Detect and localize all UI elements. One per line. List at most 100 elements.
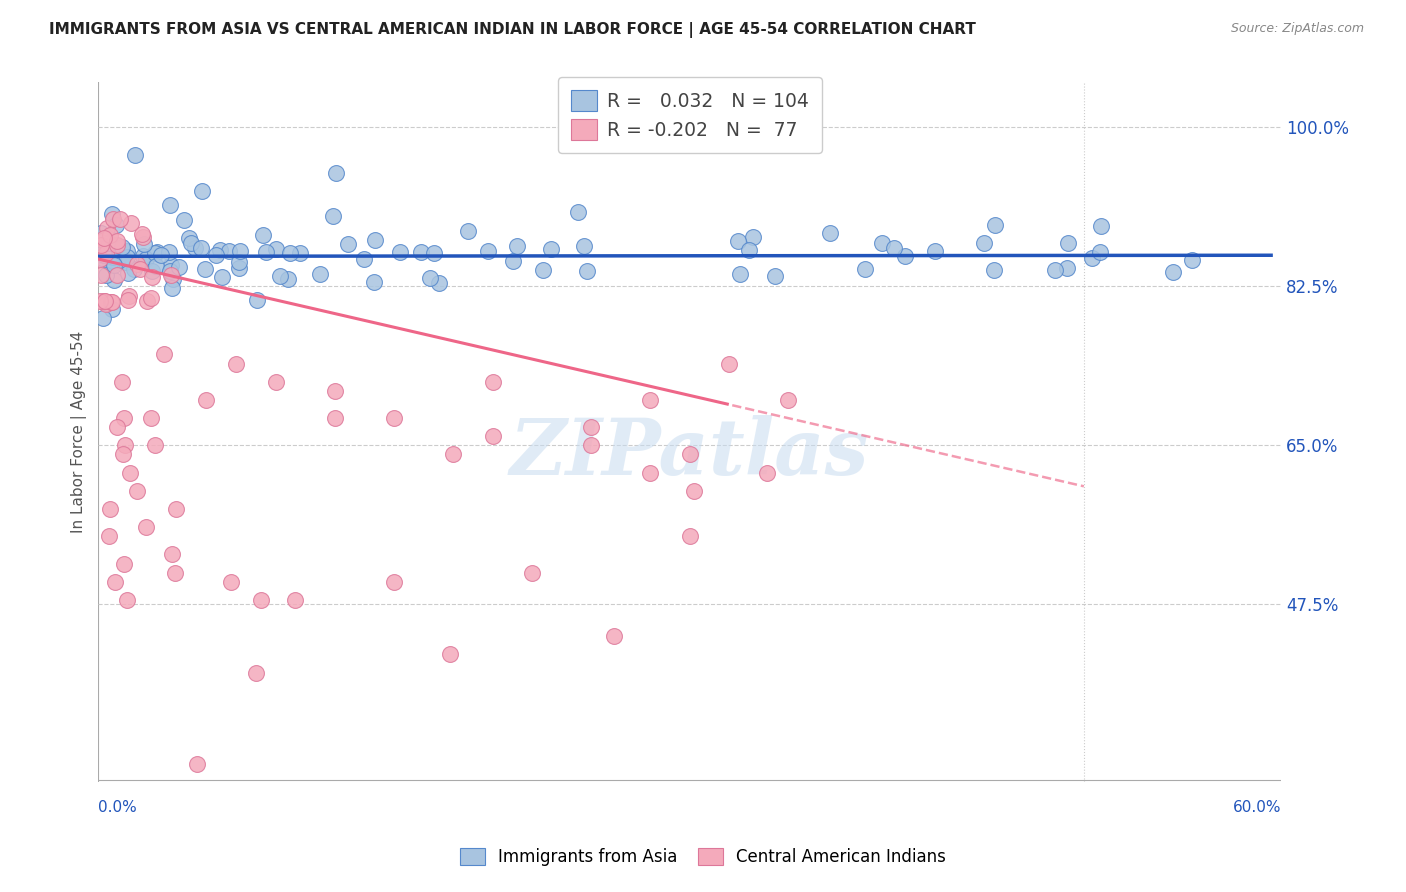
Point bbox=[441, 448, 464, 462]
Point bbox=[778, 392, 800, 407]
Point bbox=[89, 294, 111, 309]
Point bbox=[423, 245, 446, 260]
Point bbox=[105, 234, 128, 248]
Point bbox=[924, 244, 946, 258]
Point bbox=[165, 566, 187, 580]
Point bbox=[477, 244, 499, 259]
Point bbox=[143, 438, 166, 452]
Point bbox=[481, 375, 503, 389]
Point bbox=[363, 234, 385, 248]
Point bbox=[146, 245, 169, 260]
Point bbox=[228, 260, 250, 275]
Point bbox=[252, 227, 274, 242]
Point bbox=[337, 236, 360, 251]
Point bbox=[419, 271, 441, 285]
Point bbox=[96, 268, 118, 283]
Point bbox=[638, 392, 661, 407]
Point bbox=[165, 502, 187, 516]
Point bbox=[124, 147, 146, 161]
Point bbox=[93, 248, 115, 262]
Point bbox=[427, 276, 450, 290]
Point bbox=[718, 357, 741, 371]
Point bbox=[103, 212, 125, 227]
Point bbox=[160, 548, 183, 562]
Point bbox=[579, 438, 602, 452]
Point bbox=[115, 250, 138, 264]
Point bbox=[90, 227, 112, 241]
Point bbox=[205, 248, 228, 262]
Point bbox=[540, 242, 562, 256]
Point bbox=[278, 246, 301, 260]
Text: ZIPatlas: ZIPatlas bbox=[510, 415, 869, 491]
Point bbox=[409, 245, 432, 260]
Point bbox=[250, 593, 273, 607]
Text: IMMIGRANTS FROM ASIA VS CENTRAL AMERICAN INDIAN IN LABOR FORCE | AGE 45-54 CORRE: IMMIGRANTS FROM ASIA VS CENTRAL AMERICAN… bbox=[49, 22, 976, 38]
Point bbox=[973, 236, 995, 251]
Point bbox=[1090, 219, 1112, 233]
Point bbox=[219, 574, 242, 589]
Point bbox=[638, 466, 661, 480]
Point bbox=[1056, 260, 1078, 275]
Point bbox=[742, 230, 765, 244]
Point bbox=[125, 483, 148, 498]
Point bbox=[98, 228, 121, 243]
Point bbox=[135, 252, 157, 266]
Point bbox=[117, 293, 139, 307]
Point bbox=[159, 258, 181, 272]
Point bbox=[167, 260, 190, 275]
Point bbox=[323, 411, 346, 425]
Point bbox=[727, 234, 749, 248]
Point bbox=[98, 256, 121, 270]
Point bbox=[110, 375, 132, 389]
Point bbox=[145, 259, 167, 273]
Point bbox=[143, 246, 166, 260]
Point bbox=[94, 294, 117, 309]
Point bbox=[135, 520, 157, 534]
Point bbox=[93, 294, 115, 309]
Point bbox=[184, 241, 207, 255]
Point bbox=[107, 420, 129, 434]
Point bbox=[114, 411, 136, 425]
Point bbox=[264, 242, 287, 256]
Point bbox=[506, 239, 529, 253]
Point bbox=[457, 224, 479, 238]
Point bbox=[246, 293, 269, 307]
Point bbox=[893, 249, 915, 263]
Point bbox=[124, 262, 146, 277]
Point bbox=[481, 429, 503, 443]
Point bbox=[89, 252, 111, 266]
Point bbox=[228, 254, 250, 268]
Point bbox=[159, 197, 181, 211]
Point bbox=[91, 311, 114, 326]
Point bbox=[363, 275, 385, 289]
Point bbox=[153, 347, 176, 361]
Point bbox=[129, 261, 152, 276]
Point bbox=[100, 294, 122, 309]
Point bbox=[567, 204, 589, 219]
Point bbox=[683, 483, 706, 498]
Point bbox=[284, 593, 307, 607]
Point bbox=[90, 238, 112, 252]
Point bbox=[730, 267, 752, 281]
Point bbox=[572, 238, 595, 252]
Point bbox=[254, 245, 277, 260]
Point bbox=[531, 262, 554, 277]
Point bbox=[218, 244, 240, 259]
Point bbox=[105, 254, 128, 268]
Point bbox=[1056, 235, 1078, 250]
Point bbox=[117, 593, 139, 607]
Point bbox=[1081, 251, 1104, 265]
Point bbox=[229, 244, 252, 258]
Point bbox=[1181, 253, 1204, 268]
Text: 60.0%: 60.0% bbox=[1233, 800, 1281, 815]
Point bbox=[111, 240, 134, 254]
Point bbox=[679, 448, 702, 462]
Legend: Immigrants from Asia, Central American Indians: Immigrants from Asia, Central American I… bbox=[453, 841, 953, 873]
Point bbox=[160, 268, 183, 282]
Point bbox=[679, 529, 702, 543]
Point bbox=[520, 566, 543, 580]
Point bbox=[308, 267, 330, 281]
Point bbox=[191, 184, 214, 198]
Point bbox=[264, 375, 287, 389]
Point bbox=[100, 295, 122, 310]
